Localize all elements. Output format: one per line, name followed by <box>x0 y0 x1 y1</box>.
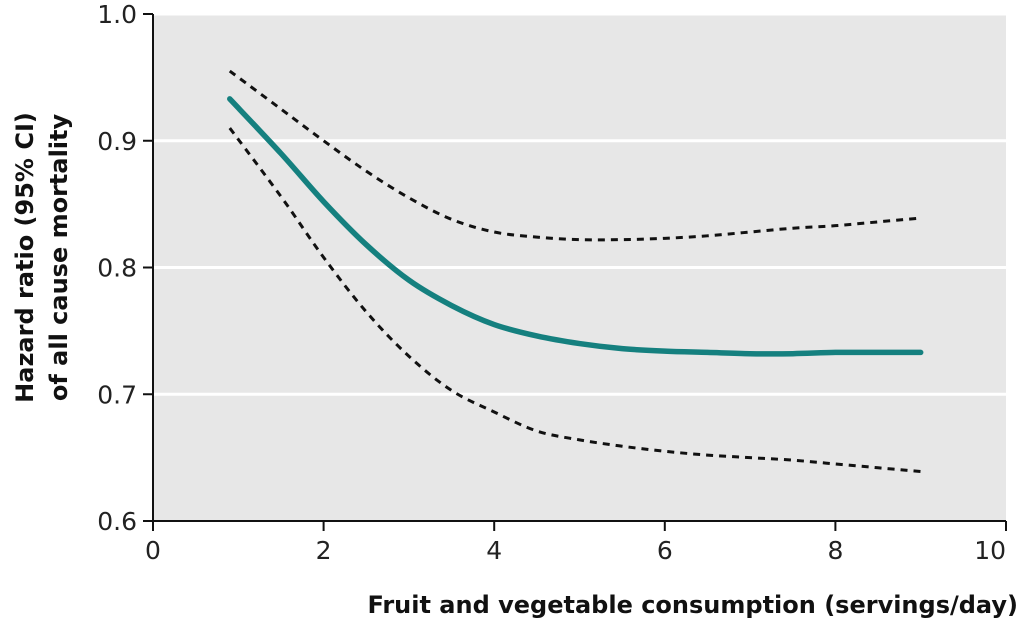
x-tick-label-4: 4 <box>486 536 502 565</box>
tick-labels: 0 2 4 6 8 10 0.6 0.7 0.8 0.9 1.0 <box>97 0 1006 565</box>
gridlines <box>153 12 1006 396</box>
y-tick-label-0.9: 0.9 <box>97 127 137 156</box>
series-line-estimate <box>227 96 924 357</box>
x-axis-title: Fruit and vegetable consumption (serving… <box>367 591 1018 619</box>
y-axis-title-line2: of all cause mortality <box>45 114 73 402</box>
x-tick-label-2: 2 <box>316 536 332 565</box>
x-tick-label-10: 10 <box>974 536 1006 565</box>
x-tick-label-0: 0 <box>145 536 161 565</box>
y-tick-label-0.8: 0.8 <box>97 254 137 283</box>
x-tick-label-8: 8 <box>827 536 843 565</box>
y-axis-title-line1: Hazard ratio (95% CI) <box>11 112 39 403</box>
series-layer <box>227 69 924 474</box>
y-tick-label-0.6: 0.6 <box>97 507 137 536</box>
y-tick-label-1.0: 1.0 <box>97 0 137 29</box>
series-line-lower-ci <box>228 127 921 474</box>
x-tick-label-6: 6 <box>657 536 673 565</box>
axes <box>143 13 1007 531</box>
y-tick-label-0.7: 0.7 <box>97 380 137 409</box>
